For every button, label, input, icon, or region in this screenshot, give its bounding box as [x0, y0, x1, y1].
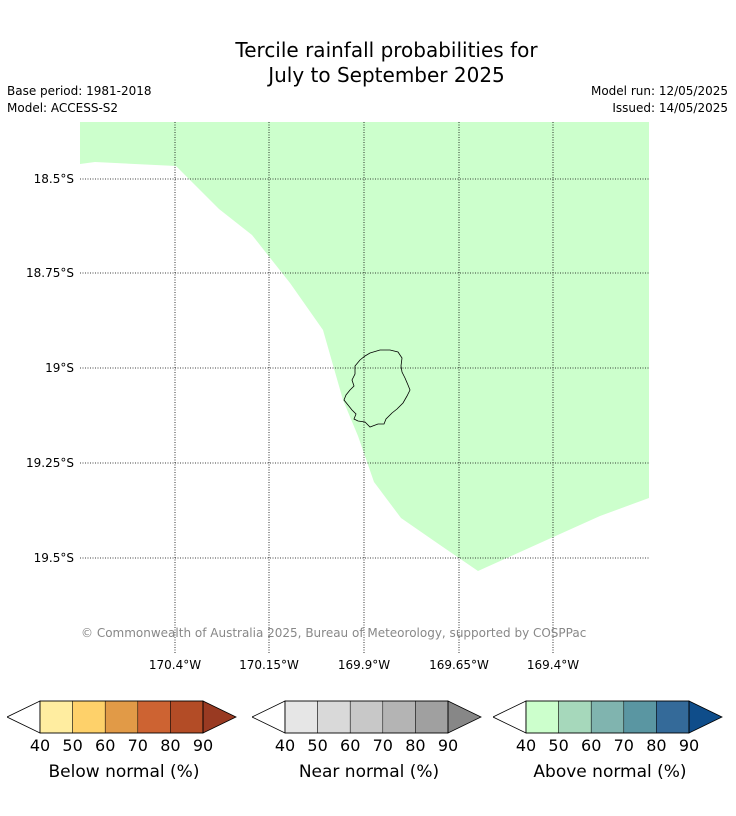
colorbar-segment [284, 700, 318, 734]
island-outline [343, 349, 411, 428]
colorbar-segment [72, 700, 106, 734]
longitude-label: 170.15°W [239, 658, 299, 672]
latitude-label: 19.25°S [26, 456, 74, 470]
colorbar-tick-label: 90 [193, 736, 213, 755]
colorbar-extend-high [202, 700, 237, 734]
colorbar-segment [590, 700, 625, 734]
longitude-label: 169.9°W [338, 658, 390, 672]
colorbar-segment [382, 700, 416, 734]
colorbar-tick-label: 80 [405, 736, 425, 755]
model-run: Model run: 12/05/2025 [590, 84, 728, 98]
meta-right: Model run: 12/05/2025 Issued: 14/05/2025 [591, 83, 728, 117]
colorbar-tick-label: 90 [438, 736, 458, 755]
colorbar-tick-label: 40 [30, 736, 50, 755]
copyright-notice: © Commonwealth of Australia 2025, Bureau… [81, 626, 586, 640]
colorbar-segment [623, 700, 657, 734]
colorbar-tick-label: 40 [516, 736, 536, 755]
colorbar-segment [317, 700, 351, 734]
colorbar-title: Above normal (%) [533, 762, 687, 782]
colorbar-extend-high [688, 700, 723, 734]
latitude-label: 19.5°S [34, 551, 74, 565]
colorbar-tick-label: 60 [95, 736, 115, 755]
latitude-label: 18.5°S [34, 172, 74, 186]
colorbar-tick-label: 70 [128, 736, 148, 755]
longitude-label: 169.65°W [429, 658, 489, 672]
title-line-2: July to September 2025 [268, 63, 505, 87]
colorbar-tick-label: 80 [646, 736, 666, 755]
map: 18.5°S 18.75°S 19°S 19.25°S 19.5°S 170.4°W 170… [26, 122, 649, 672]
colorbar-title: Near normal (%) [298, 762, 440, 782]
colorbar: 40 50 60 70 80 90 [493, 700, 723, 755]
colorbar-tick-label: 80 [160, 736, 180, 755]
colorbar-segment [104, 700, 139, 734]
base-period: Base period: 1981-2018 [7, 84, 152, 98]
colorbar-segment [170, 700, 204, 734]
colorbar-tick-label: 40 [275, 736, 295, 755]
graticule-labels: 18.5°S 18.75°S 19°S 19.25°S 19.5°S 170.4°W 170… [26, 172, 579, 672]
colorbar-title: Below normal (%) [48, 762, 200, 782]
graticule [80, 122, 649, 653]
longitude-label: 169.4°W [527, 658, 579, 672]
latitude-label: 19°S [45, 361, 74, 375]
colorbar-extend-low [7, 700, 41, 734]
colorbar-extend-low [252, 700, 286, 734]
latitude-label: 18.75°S [26, 266, 74, 280]
colorbar-extend-high [447, 700, 482, 734]
above-normal-area [80, 122, 649, 571]
colorbar-segment [525, 700, 559, 734]
model-name: Model: ACCESS-S2 [7, 101, 119, 115]
colorbar-tick-label: 60 [340, 736, 360, 755]
title-line-1: Tercile rainfall probabilities for [235, 38, 538, 62]
chart-title: Tercile rainfall probabilities for July … [0, 38, 736, 88]
colorbar-tick-label: 50 [62, 736, 82, 755]
colorbar-segment [349, 700, 384, 734]
colorbar-segment [415, 700, 449, 734]
colorbar-tick-label: 50 [307, 736, 327, 755]
colorbar-tick-label: 50 [548, 736, 568, 755]
colorbar-tick-label: 70 [373, 736, 393, 755]
colorbar-segment [137, 700, 171, 734]
colorbar-segment [558, 700, 592, 734]
colorbar-tick-label: 90 [679, 736, 699, 755]
issued-date: Issued: 14/05/2025 [612, 101, 728, 115]
colorbar-extend-low [493, 700, 527, 734]
meta-left: Base period: 1981-2018 Model: ACCESS-S2 [7, 83, 152, 117]
colorbar: 40 50 60 70 80 90 [7, 700, 237, 755]
colorbar: 40 50 60 70 80 90 [252, 700, 482, 755]
longitude-label: 170.4°W [149, 658, 201, 672]
colorbar-tick-label: 70 [614, 736, 634, 755]
colorbar-segment [39, 700, 73, 734]
colorbar-tick-label: 60 [581, 736, 601, 755]
colorbar-segment [656, 700, 690, 734]
